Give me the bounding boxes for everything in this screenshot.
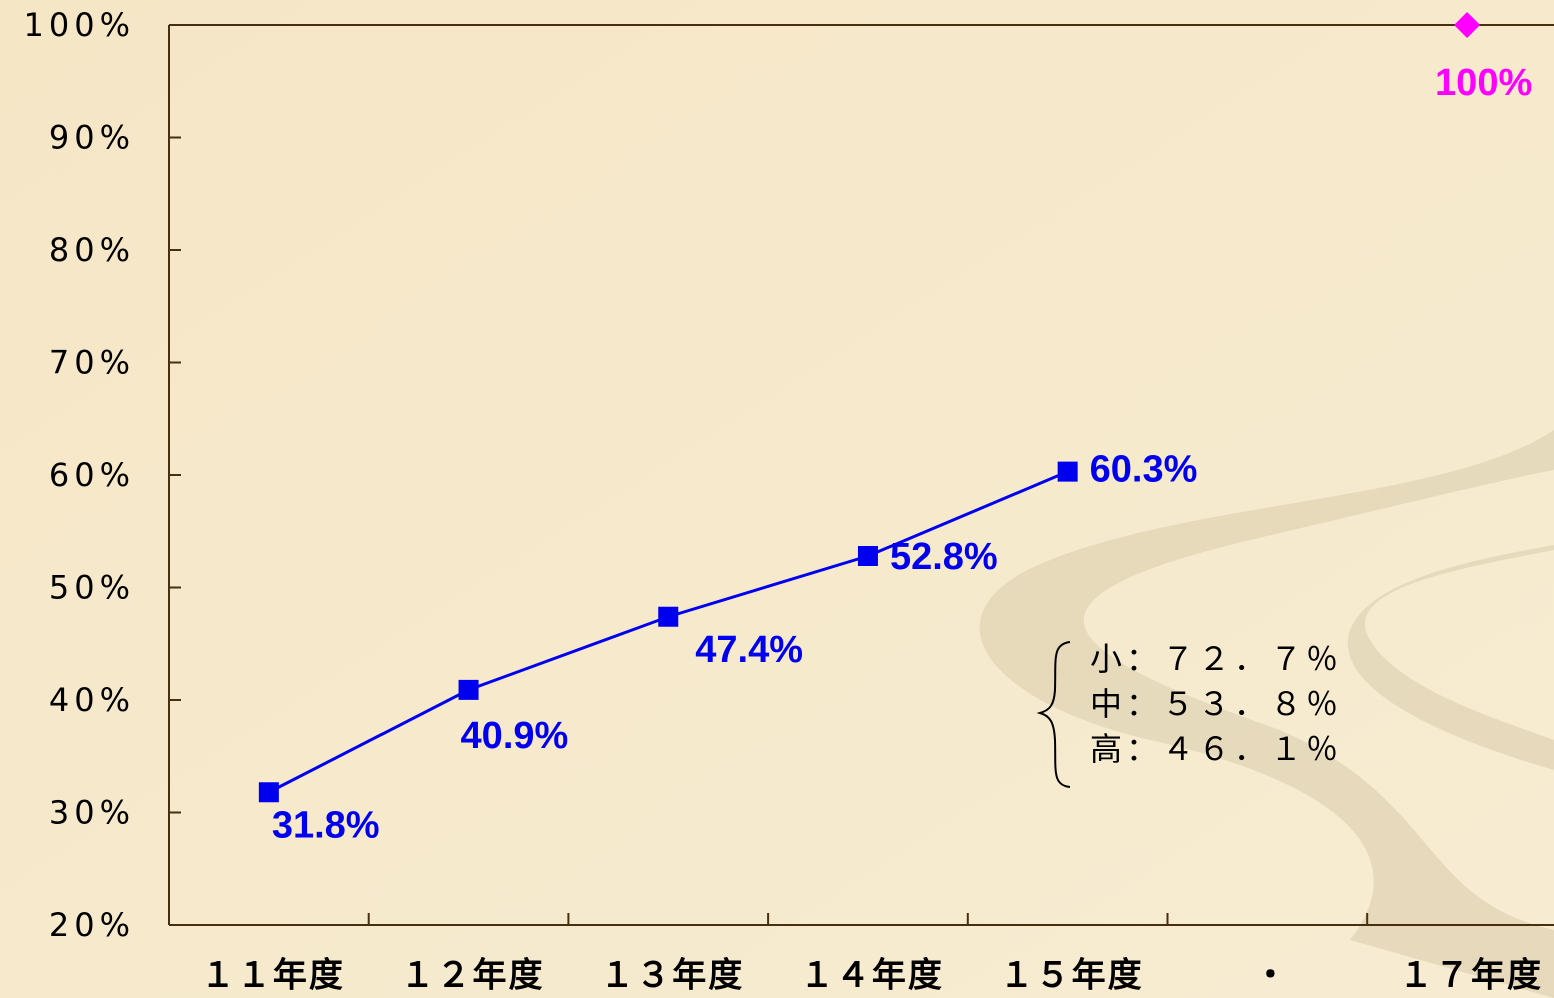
x-tick-label: １４年度: [800, 956, 944, 996]
data-label: 100%: [1435, 62, 1532, 104]
data-label: 31.8%: [272, 804, 380, 846]
data-label: 40.9%: [461, 715, 569, 757]
data-label: 52.8%: [890, 536, 998, 578]
y-tick-label: 70%: [49, 344, 135, 382]
chart: 小：７２．７％ 中：５３．８％ 高：４６．１％ 20% 30% 40% 50% 60% 7…: [0, 0, 1554, 998]
x-tick-label: １１年度: [201, 956, 345, 996]
x-tick-label: １７年度: [1399, 956, 1543, 996]
y-tick-label: 30%: [49, 794, 135, 832]
marker: [658, 607, 678, 627]
y-tick-label: 90%: [49, 119, 135, 157]
x-tick-label: １３年度: [600, 956, 744, 996]
y-tick-label: 40%: [49, 681, 135, 719]
marker: [459, 680, 479, 700]
x-tick-label: ・: [1253, 956, 1289, 996]
x-tick-label: １５年度: [1000, 956, 1144, 996]
annotation: 高：４６．１％: [1090, 730, 1342, 768]
y-tick-label: 60%: [49, 456, 135, 494]
marker: [858, 546, 878, 566]
marker: [259, 782, 279, 802]
annotation: 中：５３．８％: [1090, 685, 1342, 723]
y-tick-label: 20%: [49, 906, 135, 944]
y-tick-label: 80%: [49, 231, 135, 269]
y-tick-label: 50%: [49, 569, 135, 607]
data-label: 60.3%: [1090, 449, 1198, 491]
y-tick-label: 100%: [24, 6, 135, 44]
x-tick-label: １２年度: [401, 956, 545, 996]
annotation: 小：７２．７％: [1090, 640, 1342, 678]
data-label: 47.4%: [695, 629, 803, 671]
marker: [1058, 462, 1078, 482]
